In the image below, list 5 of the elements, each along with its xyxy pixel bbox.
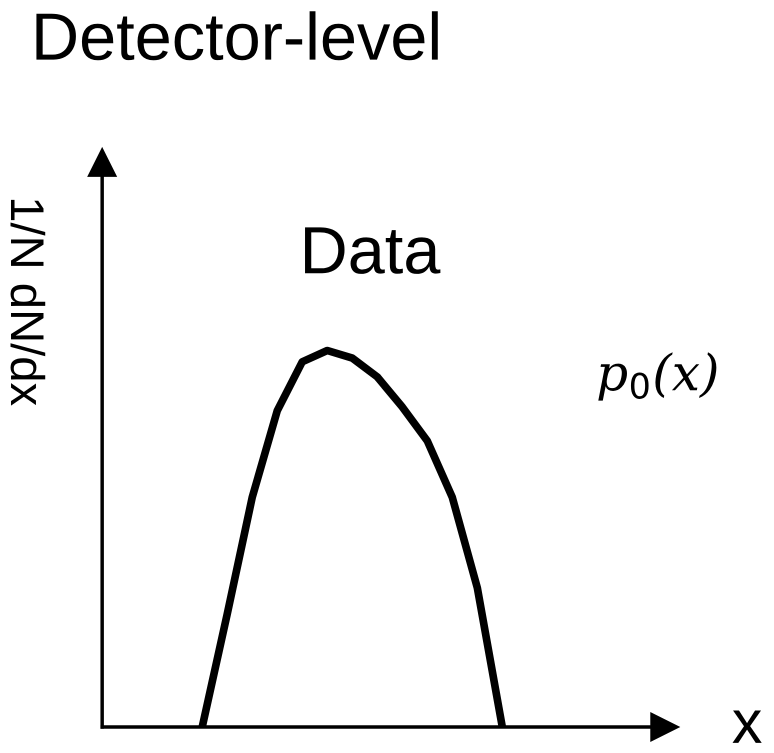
chart-title: Detector-level <box>36 11 438 60</box>
text: Data <box>305 227 440 274</box>
y-axis-title: 1/N dN/dx <box>10 200 46 406</box>
x-axis-title: x <box>732 710 762 743</box>
annotation: p$_{0}$(x) <box>598 352 716 401</box>
